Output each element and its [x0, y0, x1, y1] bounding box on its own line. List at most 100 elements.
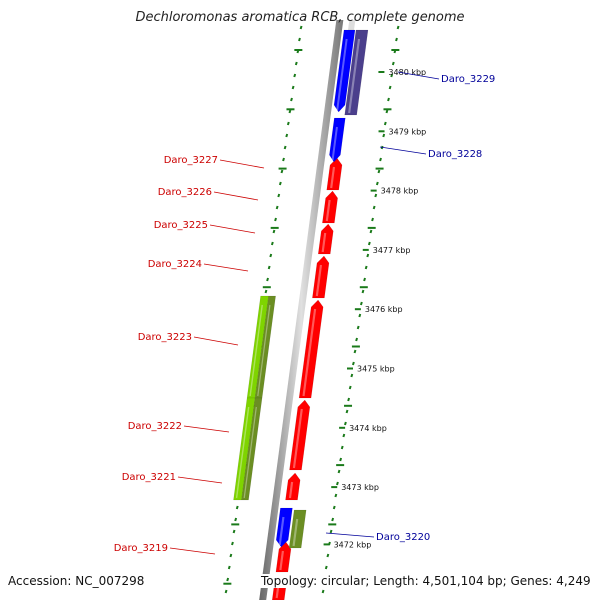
genome-title: Dechloromonas aromatica RCB, complete ge…	[135, 10, 465, 25]
track-dot	[324, 565, 328, 570]
scale-tick-label: 3473 kbp	[341, 483, 379, 492]
gene-label-leader	[169, 547, 216, 555]
gene-daro-3219-highlight	[279, 550, 284, 571]
track-dot	[266, 277, 269, 282]
track-dot	[290, 97, 293, 102]
gene-label-leader	[379, 146, 427, 155]
track-dot	[382, 133, 386, 138]
track-dot	[224, 589, 228, 594]
track-dot	[232, 529, 236, 534]
track-dot	[293, 73, 297, 78]
track-dot	[377, 169, 381, 174]
track-dot	[351, 361, 355, 366]
track-dot	[267, 265, 271, 270]
track-dot	[367, 241, 371, 246]
track-dot	[277, 193, 281, 198]
track-dot	[369, 229, 373, 234]
track-dot	[278, 181, 282, 186]
track-dot	[390, 73, 394, 78]
gene-daro-3221-highlight	[288, 481, 294, 499]
gene-daro-3229-purple[interactable]	[344, 29, 369, 116]
tick-marks: 3480 kbp 3479 kbp 3478 kbp 3477 kbp 3476 kbp…	[223, 25, 427, 594]
track-dot	[359, 301, 363, 306]
gene-daro-3227[interactable]	[326, 157, 343, 191]
gene-daro-3224-highlight	[315, 264, 323, 297]
track-dot	[291, 85, 295, 90]
scale-tick-label: 3479 kbp	[389, 127, 427, 136]
gene-label-leader	[219, 159, 265, 169]
gene-daro-3223-highlight	[302, 308, 317, 397]
track-dot	[339, 457, 343, 462]
track-dot	[342, 433, 346, 438]
gene-daro-3220-olive-highlight	[292, 518, 299, 547]
track-dot	[385, 109, 389, 114]
gene-label-daro-3225[interactable]: Daro_3225	[154, 220, 208, 231]
track-dot	[280, 169, 284, 174]
gene-daro-3228[interactable]	[329, 117, 346, 163]
gene-daro-3229-blue[interactable]	[333, 29, 356, 113]
gene-daro-3223[interactable]	[298, 299, 324, 399]
track-dot	[270, 241, 274, 246]
gene-label-daro-3228[interactable]: Daro_3228	[428, 149, 482, 160]
track-dot	[348, 385, 352, 390]
inner-track-right	[320, 25, 400, 594]
track-dot	[396, 25, 400, 30]
gene-daro-3222[interactable]	[289, 399, 311, 471]
track-dot	[329, 529, 333, 534]
gene-daro-3227-highlight	[330, 166, 336, 189]
track-dot	[337, 469, 341, 474]
track-dot	[264, 289, 268, 294]
track-dot	[321, 589, 325, 594]
accession-text: Accession: NC_007298	[8, 574, 145, 588]
gene-label-daro-3226[interactable]: Daro_3226	[158, 187, 212, 198]
gene-label-daro-3221[interactable]: Daro_3221	[122, 472, 176, 483]
track-dot	[227, 565, 231, 570]
track-dot	[331, 517, 335, 522]
feature-olive-lower[interactable]	[241, 397, 263, 501]
scale-tick-label: 3474 kbp	[349, 424, 387, 433]
gene-daro-3226[interactable]	[322, 190, 338, 224]
track-dot	[286, 121, 290, 126]
track-dot	[235, 505, 239, 510]
gene-label-daro-3229[interactable]: Daro_3229	[441, 74, 495, 85]
track-dot	[395, 37, 398, 42]
gene-label-daro-3224[interactable]: Daro_3224	[148, 259, 202, 270]
track-dot	[364, 265, 368, 270]
track-dot	[294, 61, 298, 66]
track-dot	[371, 217, 374, 222]
gene-daro-3219[interactable]	[275, 541, 292, 573]
track-dot	[299, 25, 303, 30]
gene-label-daro-3219[interactable]: Daro_3219	[114, 543, 168, 554]
gene-daro-3221[interactable]	[285, 472, 301, 501]
gene-label-daro-3220[interactable]: Daro_3220	[376, 532, 430, 543]
gene-daro-3220-olive[interactable]	[288, 509, 307, 549]
gene-features	[233, 20, 369, 600]
gene-label-leader	[177, 476, 223, 484]
gene-label-leader	[183, 425, 230, 433]
gene-daro-3220-blue[interactable]	[275, 507, 293, 548]
track-dot	[340, 445, 344, 450]
track-dot	[355, 337, 359, 342]
feature-green-upper-highlight	[249, 304, 263, 397]
track-dot	[345, 409, 349, 414]
track-dot	[347, 397, 351, 402]
gene-daro-3225[interactable]	[317, 223, 334, 255]
gene-labels: Daro_3227 Daro_3226 Daro_3225 Daro_3224 Daro…	[114, 71, 495, 555]
gene-label-daro-3223[interactable]: Daro_3223	[138, 332, 192, 343]
gene-daro-3224[interactable]	[312, 255, 330, 299]
scale-tick-label: 3475 kbp	[357, 365, 395, 374]
track-dot	[226, 577, 230, 582]
gene-label-daro-3222[interactable]: Daro_3222	[128, 421, 182, 432]
gene-daro-3226-highlight	[325, 199, 331, 222]
scale-tick-label: 3480 kbp	[388, 68, 426, 77]
gene-label-daro-3227[interactable]: Daro_3227	[164, 155, 218, 166]
track-dot	[272, 229, 276, 234]
topology-summary: Topology: circular; Length: 4,501,104 bp…	[258, 574, 591, 588]
gene-daro-3220-blue-highlight	[278, 516, 285, 546]
track-dot	[387, 97, 390, 102]
track-dot	[350, 373, 354, 378]
track-dot	[361, 289, 365, 294]
track-dot	[391, 61, 395, 66]
track-dot	[334, 493, 338, 498]
track-dot	[353, 349, 357, 354]
